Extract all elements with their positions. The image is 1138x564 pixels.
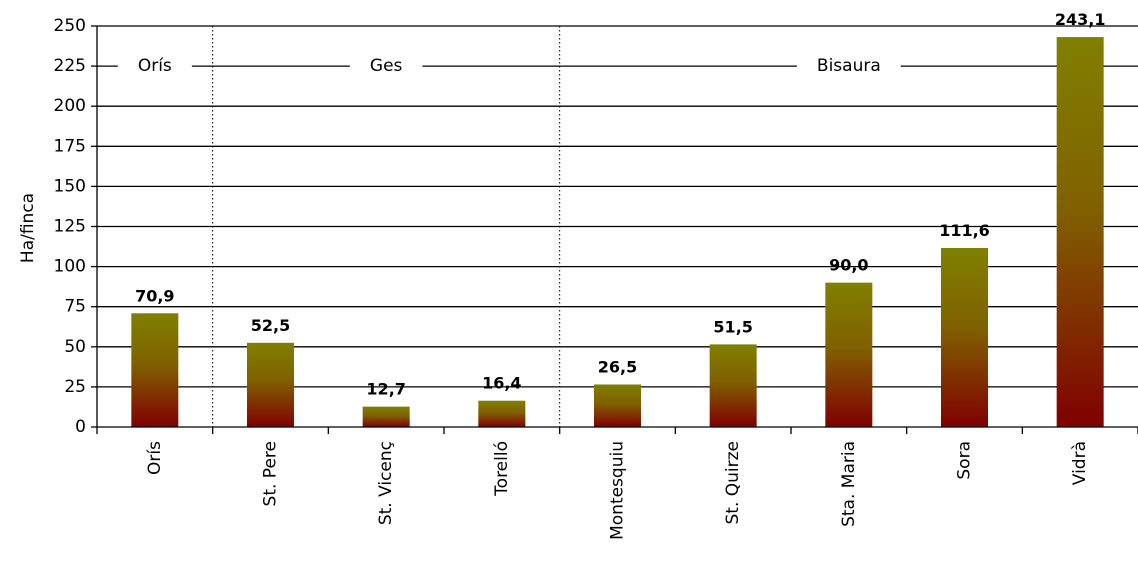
category-label: St. Quirze (723, 441, 743, 525)
category-label: Sora (955, 441, 975, 480)
group-label-backdrop (349, 63, 423, 70)
bar (825, 282, 873, 427)
bar (131, 313, 179, 427)
data-label: 16,4 (482, 374, 521, 393)
bars (131, 37, 1104, 428)
bar (247, 342, 294, 427)
y-tick-label: 50 (64, 337, 86, 357)
bar (709, 344, 757, 427)
bar (941, 247, 988, 427)
y-tick-label: 175 (54, 136, 86, 156)
data-label: 243,1 (1055, 10, 1106, 29)
bar (594, 384, 641, 427)
bar (1056, 37, 1104, 428)
data-label: 26,5 (598, 357, 637, 376)
y-tick-label: 150 (54, 176, 86, 196)
data-label: 70,9 (135, 286, 174, 305)
labels: 0 25 50 75 100 125 150 175 200 225 250 70,9 Orís 52,5… (54, 10, 1106, 540)
y-tick-label: 25 (64, 377, 86, 397)
y-tick-label: 75 (64, 297, 86, 317)
group-headers: Orís Ges Bisaura (117, 26, 901, 427)
y-tick-label: 100 (54, 257, 86, 277)
y-tick-label: 250 (54, 16, 86, 36)
category-label: Torelló (492, 441, 512, 497)
group-label: Bisaura (817, 56, 881, 76)
y-tick-label: 200 (54, 96, 86, 116)
category-label: Montesquiu (608, 441, 628, 540)
y-tick-label: 0 (75, 417, 86, 437)
category-label: St. Pere (261, 441, 281, 506)
group-label-backdrop (796, 63, 901, 70)
axes (91, 25, 1138, 434)
category-label: St. Vicenç (376, 441, 396, 525)
data-label: 52,5 (251, 316, 290, 335)
group-label-backdrop (117, 63, 192, 70)
data-label: 90,0 (829, 256, 868, 275)
category-label: Sta. Maria (839, 441, 859, 527)
data-label: 111,6 (939, 221, 990, 240)
data-label: 51,5 (713, 317, 752, 336)
category-label: Orís (145, 441, 165, 475)
y-axis-label: Ha/finca (18, 193, 38, 263)
y-tick-label: 125 (54, 217, 86, 237)
data-label: 12,7 (366, 380, 405, 399)
bar (478, 400, 526, 427)
bar (362, 406, 410, 427)
group-label: Ges (370, 56, 403, 76)
y-tick-label: 225 (54, 56, 86, 76)
category-label: Vidrà (1070, 441, 1090, 485)
group-label: Orís (138, 56, 172, 76)
